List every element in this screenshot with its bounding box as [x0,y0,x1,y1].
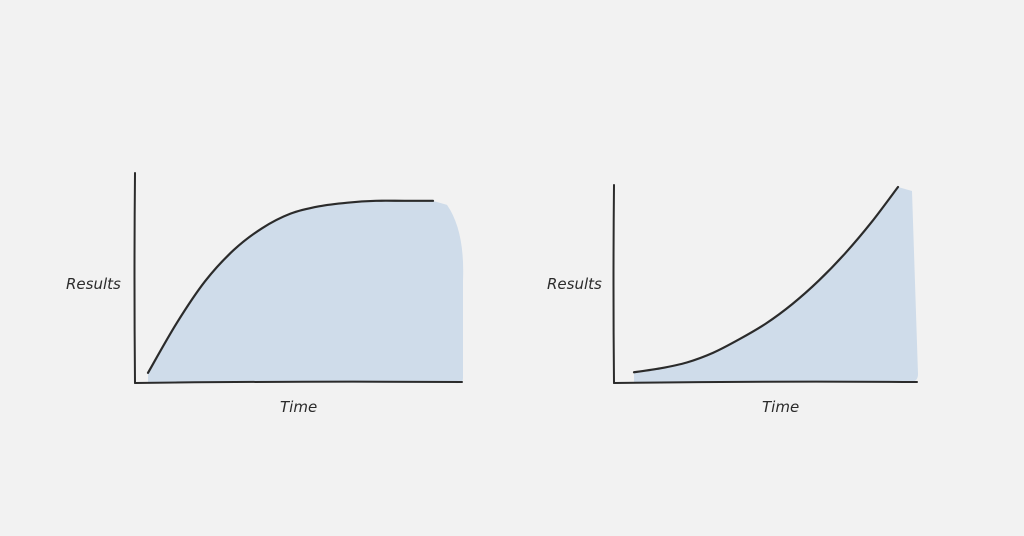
series-line [632,185,900,374]
y-axis [612,184,615,384]
series-line [146,199,435,374]
x-axis [134,380,463,384]
chart-exponential: Results Time [547,184,918,416]
y-axis-label: Results [547,275,602,293]
area-fill [634,187,918,382]
x-axis [613,380,918,384]
area-fill [148,200,464,384]
x-axis-label: Time [280,398,317,416]
y-axis-label: Results [66,275,121,293]
y-axis [133,172,136,384]
chart-plateau: Results Time [66,172,464,416]
x-axis-label: Time [762,398,799,416]
